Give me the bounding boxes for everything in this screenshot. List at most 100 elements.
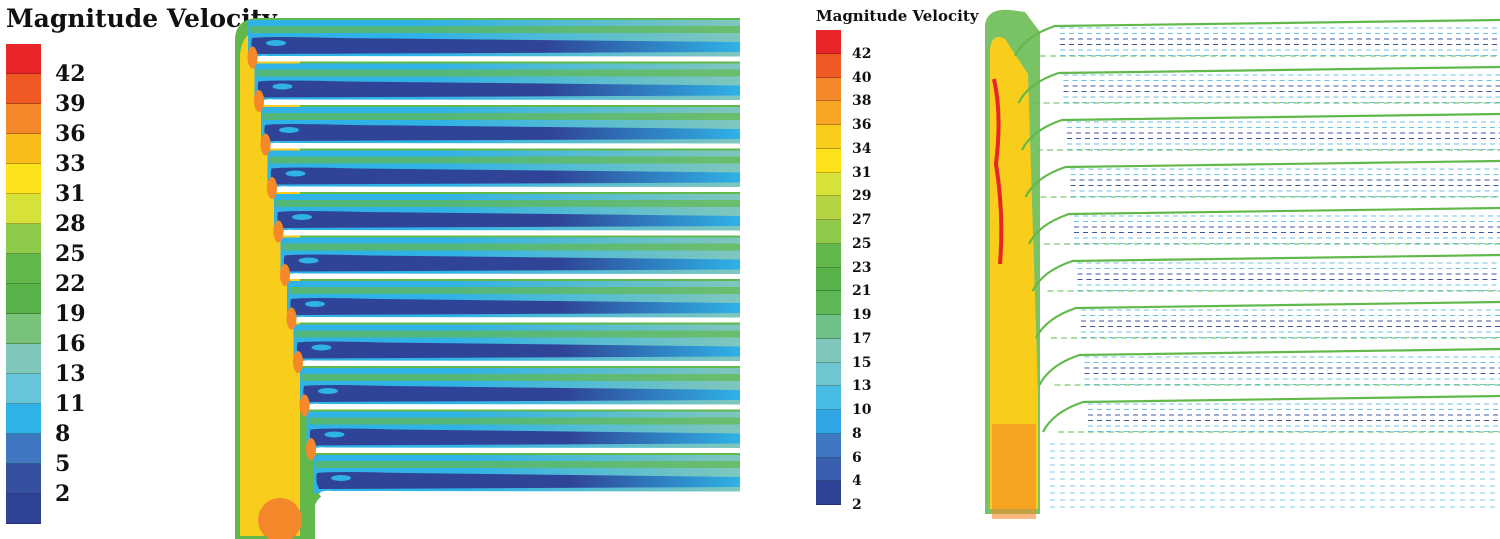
legend-swatch — [6, 344, 41, 374]
legend-swatch — [6, 44, 41, 74]
legend-tick-label: 36 — [852, 117, 872, 133]
separation-hotspot — [267, 177, 277, 199]
legend-swatch — [816, 315, 841, 339]
channel-upper-band — [289, 287, 740, 294]
separation-streak — [992, 78, 1004, 265]
separation-hotspot — [280, 264, 290, 286]
separation-hotspot — [254, 90, 264, 112]
legend-swatch — [816, 77, 841, 102]
legend-tick-label: 27 — [852, 212, 872, 228]
channel-upper-band — [295, 330, 740, 338]
vortex-streak — [305, 301, 325, 307]
legend-tick-label: 6 — [852, 449, 862, 466]
legend-tick-label: 5 — [55, 451, 71, 477]
channel-upper-band — [282, 243, 740, 251]
fin-wall — [293, 316, 740, 323]
legend-tick-label: 4 — [852, 473, 862, 490]
legend-swatch — [816, 362, 841, 387]
channel-upper-band — [256, 69, 740, 77]
fin-wall — [273, 186, 740, 192]
channel-recirculation — [290, 298, 740, 315]
legend-tick-label: 19 — [852, 307, 872, 323]
separation-hotspot — [286, 307, 297, 330]
vortex-streak — [311, 344, 332, 351]
legend-tick-label: 13 — [852, 378, 872, 395]
legend-swatch — [6, 314, 41, 344]
separation-hotspot — [293, 351, 303, 373]
vortex-streak — [324, 431, 345, 438]
separation-hotspot — [273, 220, 284, 243]
legend-swatch — [816, 101, 841, 125]
legend-swatch — [6, 434, 41, 464]
fin-edge-flow — [1024, 159, 1500, 198]
legend-swatch — [816, 433, 841, 458]
separation-hotspot — [306, 438, 316, 460]
legend-title: Magnitude Velocity — [6, 4, 277, 33]
legend-swatch — [6, 134, 41, 164]
channel-recirculation — [264, 124, 740, 141]
separation-hotspot — [260, 133, 271, 156]
fin-wall — [254, 55, 740, 62]
fin-edge-flow — [1031, 253, 1500, 292]
separation-hotspot — [299, 394, 310, 417]
channel-recirculation — [270, 167, 740, 185]
legend-tick-label: 21 — [852, 283, 872, 300]
legend-tick-label: 2 — [852, 497, 862, 513]
legend-swatch — [816, 53, 841, 78]
channel-recirculation — [303, 385, 740, 402]
fin-wall — [280, 229, 740, 236]
vortex-streak — [331, 475, 351, 481]
channel-upper-band — [276, 200, 740, 207]
legend-tick-labels: 42 39 36 33 31 28 25 22 19 16 13 11 8 5 2 — [55, 44, 115, 524]
channel-upper-band — [269, 156, 740, 164]
legend-tick-label: 16 — [55, 331, 86, 357]
legend-swatch — [6, 74, 41, 104]
legend-swatch — [816, 457, 841, 482]
legend-swatch — [816, 220, 841, 244]
legend-swatch — [6, 284, 41, 314]
legend-tick-label: 39 — [55, 91, 86, 117]
legend-tick-labels: 42 40 38 36 34 31 29 27 25 23 21 19 17 15 13 10 8 6 4 2 — [852, 30, 892, 512]
legend-tick-label: 36 — [55, 121, 86, 147]
legend-swatch — [816, 243, 841, 268]
legend-swatch — [6, 104, 41, 134]
legend-colorbar — [816, 30, 841, 505]
legend-swatch — [6, 254, 41, 284]
fin-wall — [286, 273, 740, 279]
vortex-streak — [272, 83, 293, 90]
legend-tick-label: 13 — [55, 361, 86, 387]
legend-title: Magnitude Velocity — [816, 7, 979, 25]
legend-tick-label: 17 — [852, 330, 872, 347]
legend-tick-label: 31 — [852, 164, 872, 181]
legend-tick-label: 22 — [55, 271, 86, 297]
fin-edge-flow — [1038, 347, 1500, 386]
legend-colorbar — [6, 44, 41, 524]
legend-tick-label: 2 — [55, 481, 71, 507]
channel-recirculation — [309, 428, 740, 446]
legend-tick-label: 8 — [55, 421, 71, 447]
velocity-contour-field — [235, 18, 741, 539]
legend-swatch — [6, 194, 41, 224]
legend-tick-label: 33 — [55, 151, 86, 177]
fin-edge-flow — [1014, 18, 1500, 57]
fin-wall — [306, 403, 740, 410]
vortex-streak — [292, 214, 312, 220]
legend-swatch — [816, 172, 841, 197]
legend-swatch — [6, 164, 41, 194]
channel-upper-band — [263, 113, 740, 120]
legend-swatch — [6, 494, 41, 524]
legend-swatch — [816, 481, 841, 505]
channel-upper-band — [302, 374, 740, 381]
channel-upper-band — [250, 26, 740, 33]
inlet-jet — [992, 424, 1036, 519]
legend-tick-label: 19 — [55, 301, 86, 327]
velocity-vector-field — [985, 9, 1500, 519]
fin-wall — [312, 447, 740, 453]
legend-tick-label: 40 — [852, 69, 872, 86]
legend-tick-label: 10 — [852, 402, 872, 418]
fin-edge-flow — [1035, 300, 1500, 339]
legend-tick-label: 8 — [852, 425, 862, 442]
legend-swatch — [6, 374, 41, 404]
legend-tick-label: 42 — [852, 45, 872, 62]
channel-recirculation — [316, 472, 740, 489]
